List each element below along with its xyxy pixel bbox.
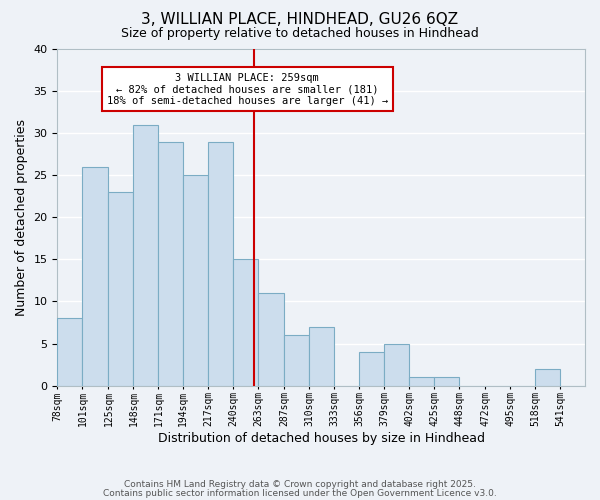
Text: Size of property relative to detached houses in Hindhead: Size of property relative to detached ho… [121, 28, 479, 40]
Bar [109, 192, 133, 386]
Bar [58, 318, 82, 386]
Text: 3, WILLIAN PLACE, HINDHEAD, GU26 6QZ: 3, WILLIAN PLACE, HINDHEAD, GU26 6QZ [142, 12, 458, 28]
Bar [133, 124, 158, 386]
Text: Contains HM Land Registry data © Crown copyright and database right 2025.: Contains HM Land Registry data © Crown c… [124, 480, 476, 489]
Bar [309, 326, 334, 386]
Bar [158, 142, 184, 386]
Bar [434, 377, 459, 386]
Bar [208, 142, 233, 386]
X-axis label: Distribution of detached houses by size in Hindhead: Distribution of detached houses by size … [158, 432, 485, 445]
Bar [184, 175, 208, 386]
Bar [258, 293, 284, 386]
Bar [284, 335, 309, 386]
Bar [82, 167, 109, 386]
Bar [384, 344, 409, 386]
Text: 3 WILLIAN PLACE: 259sqm
← 82% of detached houses are smaller (181)
18% of semi-d: 3 WILLIAN PLACE: 259sqm ← 82% of detache… [107, 72, 388, 106]
Bar [233, 260, 258, 386]
Text: Contains public sector information licensed under the Open Government Licence v3: Contains public sector information licen… [103, 488, 497, 498]
Bar [535, 369, 560, 386]
Y-axis label: Number of detached properties: Number of detached properties [15, 119, 28, 316]
Bar [409, 377, 434, 386]
Bar [359, 352, 384, 386]
